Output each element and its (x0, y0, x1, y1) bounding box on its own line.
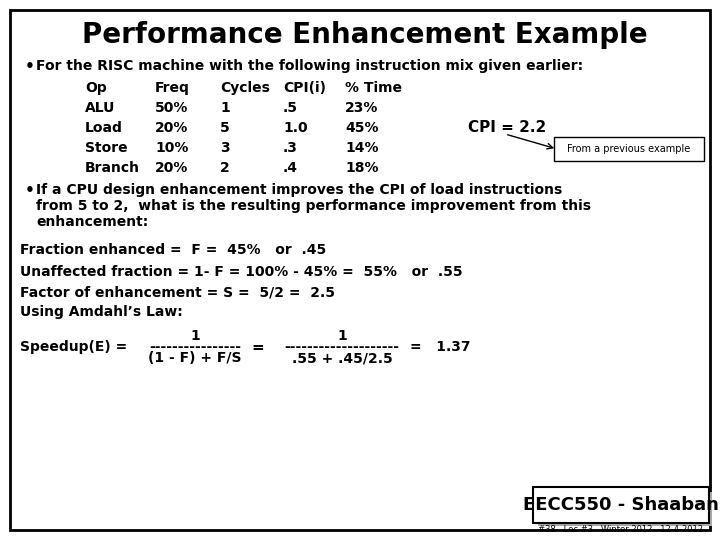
Text: 23%: 23% (345, 101, 379, 115)
Text: EECC550 - Shaaban: EECC550 - Shaaban (523, 496, 719, 514)
Text: Speedup(E) =: Speedup(E) = (20, 340, 127, 354)
Text: 45%: 45% (345, 121, 379, 135)
Text: 1: 1 (337, 329, 347, 343)
Text: 1.0: 1.0 (283, 121, 307, 135)
FancyBboxPatch shape (554, 137, 704, 161)
Text: from 5 to 2,  what is the resulting performance improvement from this: from 5 to 2, what is the resulting perfo… (36, 199, 591, 213)
Text: Cycles: Cycles (220, 81, 270, 95)
Text: % Time: % Time (345, 81, 402, 95)
Text: enhancement:: enhancement: (36, 215, 148, 229)
Text: 3: 3 (220, 141, 230, 155)
Text: •: • (25, 58, 35, 73)
Text: =   1.37: = 1.37 (410, 340, 470, 354)
Text: =: = (251, 340, 264, 354)
Text: 20%: 20% (155, 121, 189, 135)
Text: 14%: 14% (345, 141, 379, 155)
Text: ALU: ALU (85, 101, 115, 115)
Text: (1 - F) + F/S: (1 - F) + F/S (148, 351, 242, 365)
Text: 2: 2 (220, 161, 230, 175)
Text: Factor of enhancement = S =  5/2 =  2.5: Factor of enhancement = S = 5/2 = 2.5 (20, 285, 335, 299)
Text: .4: .4 (283, 161, 298, 175)
Text: For the RISC machine with the following instruction mix given earlier:: For the RISC machine with the following … (36, 59, 583, 73)
Text: •: • (25, 183, 35, 198)
Text: If a CPU design enhancement improves the CPI of load instructions: If a CPU design enhancement improves the… (36, 183, 562, 197)
Text: Op: Op (85, 81, 107, 95)
FancyBboxPatch shape (538, 492, 712, 526)
Text: --------------------: -------------------- (284, 340, 400, 354)
Text: Load: Load (85, 121, 123, 135)
Text: Performance Enhancement Example: Performance Enhancement Example (82, 21, 648, 49)
Text: 18%: 18% (345, 161, 379, 175)
Text: Store: Store (85, 141, 127, 155)
Text: CPI(i): CPI(i) (283, 81, 326, 95)
Text: Unaffected fraction = 1- F = 100% - 45% =  55%   or  .55: Unaffected fraction = 1- F = 100% - 45% … (20, 265, 463, 279)
Text: 10%: 10% (155, 141, 189, 155)
FancyBboxPatch shape (533, 487, 709, 523)
Text: Using Amdahl’s Law:: Using Amdahl’s Law: (20, 305, 183, 319)
Text: .3: .3 (283, 141, 298, 155)
Text: 1: 1 (190, 329, 200, 343)
Text: 20%: 20% (155, 161, 189, 175)
Text: .55 + .45/2.5: .55 + .45/2.5 (292, 351, 392, 365)
Text: Freq: Freq (155, 81, 190, 95)
Text: CPI = 2.2: CPI = 2.2 (468, 120, 546, 136)
Text: From a previous example: From a previous example (567, 144, 690, 154)
Text: #38   Lec #3   Winter 2012   12-4-2012: #38 Lec #3 Winter 2012 12-4-2012 (539, 525, 703, 535)
Text: Branch: Branch (85, 161, 140, 175)
Text: 1: 1 (220, 101, 230, 115)
Text: Fraction enhanced =  F =  45%   or  .45: Fraction enhanced = F = 45% or .45 (20, 243, 326, 257)
Text: 5: 5 (220, 121, 230, 135)
Text: .5: .5 (283, 101, 298, 115)
Text: ----------------: ---------------- (149, 340, 241, 354)
Text: 50%: 50% (155, 101, 189, 115)
